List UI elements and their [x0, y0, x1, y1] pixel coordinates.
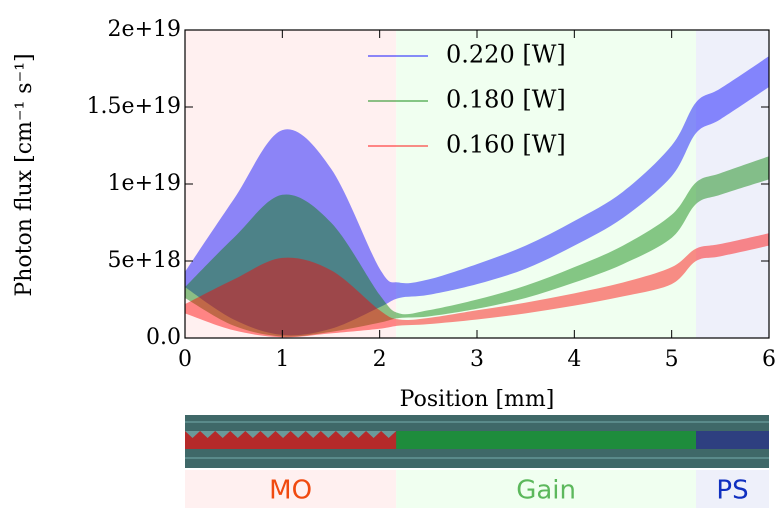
- y-tick-label: 1e+19: [108, 171, 181, 196]
- legend-label: 0.180 [W]: [446, 86, 566, 114]
- x-tick-label: 3: [470, 347, 484, 372]
- device-section: [396, 431, 696, 449]
- grating: [185, 431, 397, 438]
- x-tick-label: 5: [665, 347, 679, 372]
- x-tick-label: 2: [373, 347, 387, 372]
- x-tick-label: 6: [762, 347, 776, 372]
- device-section: [185, 431, 397, 449]
- band: [185, 156, 769, 337]
- y-axis-label: Photon flux [cm⁻¹ s⁻¹]: [12, 53, 37, 296]
- x-tick-label: 0: [178, 347, 192, 372]
- y-tick-label: 2e+19: [108, 17, 181, 42]
- x-axis-label: Position [mm]: [400, 387, 555, 412]
- legend-label: 0.160 [W]: [446, 131, 566, 159]
- band: [185, 56, 769, 336]
- x-tick-label: 4: [567, 347, 581, 372]
- band: [185, 233, 769, 338]
- region-label-background: [185, 470, 397, 508]
- region-background: [396, 30, 696, 338]
- y-tick-label: 0.0: [146, 325, 181, 350]
- region-label-background: [396, 470, 696, 508]
- region-label-background: [696, 470, 769, 508]
- region-label: MO: [269, 476, 312, 506]
- region-background: [696, 30, 769, 338]
- y-tick-label: 1.5e+19: [87, 94, 181, 119]
- device-section: [696, 431, 769, 449]
- x-tick-label: 1: [275, 347, 289, 372]
- y-tick-label: 5e+18: [108, 248, 181, 273]
- region-background: [185, 30, 397, 338]
- region-label: PS: [716, 476, 748, 506]
- legend-label: 0.220 [W]: [446, 41, 566, 69]
- region-label: Gain: [516, 476, 576, 506]
